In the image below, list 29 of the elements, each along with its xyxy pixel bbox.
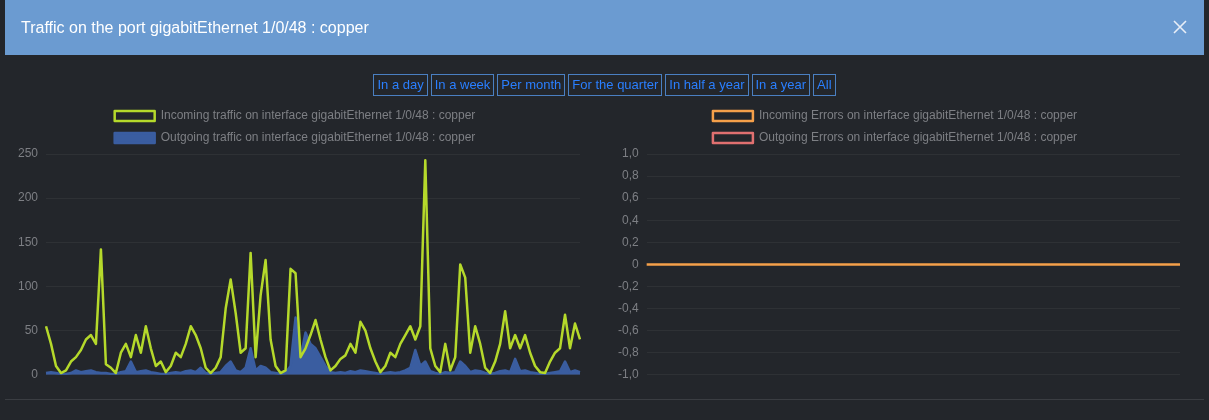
text: In a week (430, 74, 495, 96)
y-tick-label: 250 (17, 146, 39, 161)
legend-label: Outgoing traffic on interface gigabitEthernet 1/0/48 : copper (160, 130, 476, 145)
y-tick-label: 0,2 (621, 234, 639, 249)
chart-title: Traffic on the port gigabitEthernet 1/0/48 : copper (21, 18, 369, 37)
y-tick-label: 50 (24, 322, 39, 337)
y-tick-label: 200 (17, 190, 39, 205)
text: In half a year (665, 74, 749, 96)
y-tick-label: 0 (631, 256, 639, 271)
text: All (813, 74, 836, 96)
legend-label: Incoming Errors on interface gigabitEthernet 1/0/48 : copper (758, 108, 1078, 123)
y-tick-label: 150 (17, 234, 39, 249)
y-tick-label: 100 (17, 278, 39, 293)
legend-label: Incoming traffic on interface gigabitEthernet 1/0/48 : copper (160, 108, 476, 123)
text: For the quarter (568, 74, 663, 96)
y-tick-label: 0 (31, 367, 39, 382)
text: Per month (497, 74, 566, 96)
y-tick-label: -0,4 (617, 300, 639, 315)
y-tick-label: -1,0 (617, 367, 639, 382)
y-tick-label: -0,8 (617, 345, 639, 360)
text: In a year (751, 74, 811, 96)
y-tick-label: 0,4 (621, 212, 639, 227)
y-tick-label: -0,2 (617, 278, 639, 293)
y-tick-label: 0,8 (621, 168, 639, 183)
y-tick-label: -0,6 (617, 322, 639, 337)
y-tick-label: 0,6 (621, 190, 639, 205)
y-tick-label: 1,0 (621, 146, 639, 161)
legend-label: Outgoing Errors on interface gigabitEthernet 1/0/48 : copper (758, 130, 1078, 145)
text: In a day (373, 74, 428, 96)
